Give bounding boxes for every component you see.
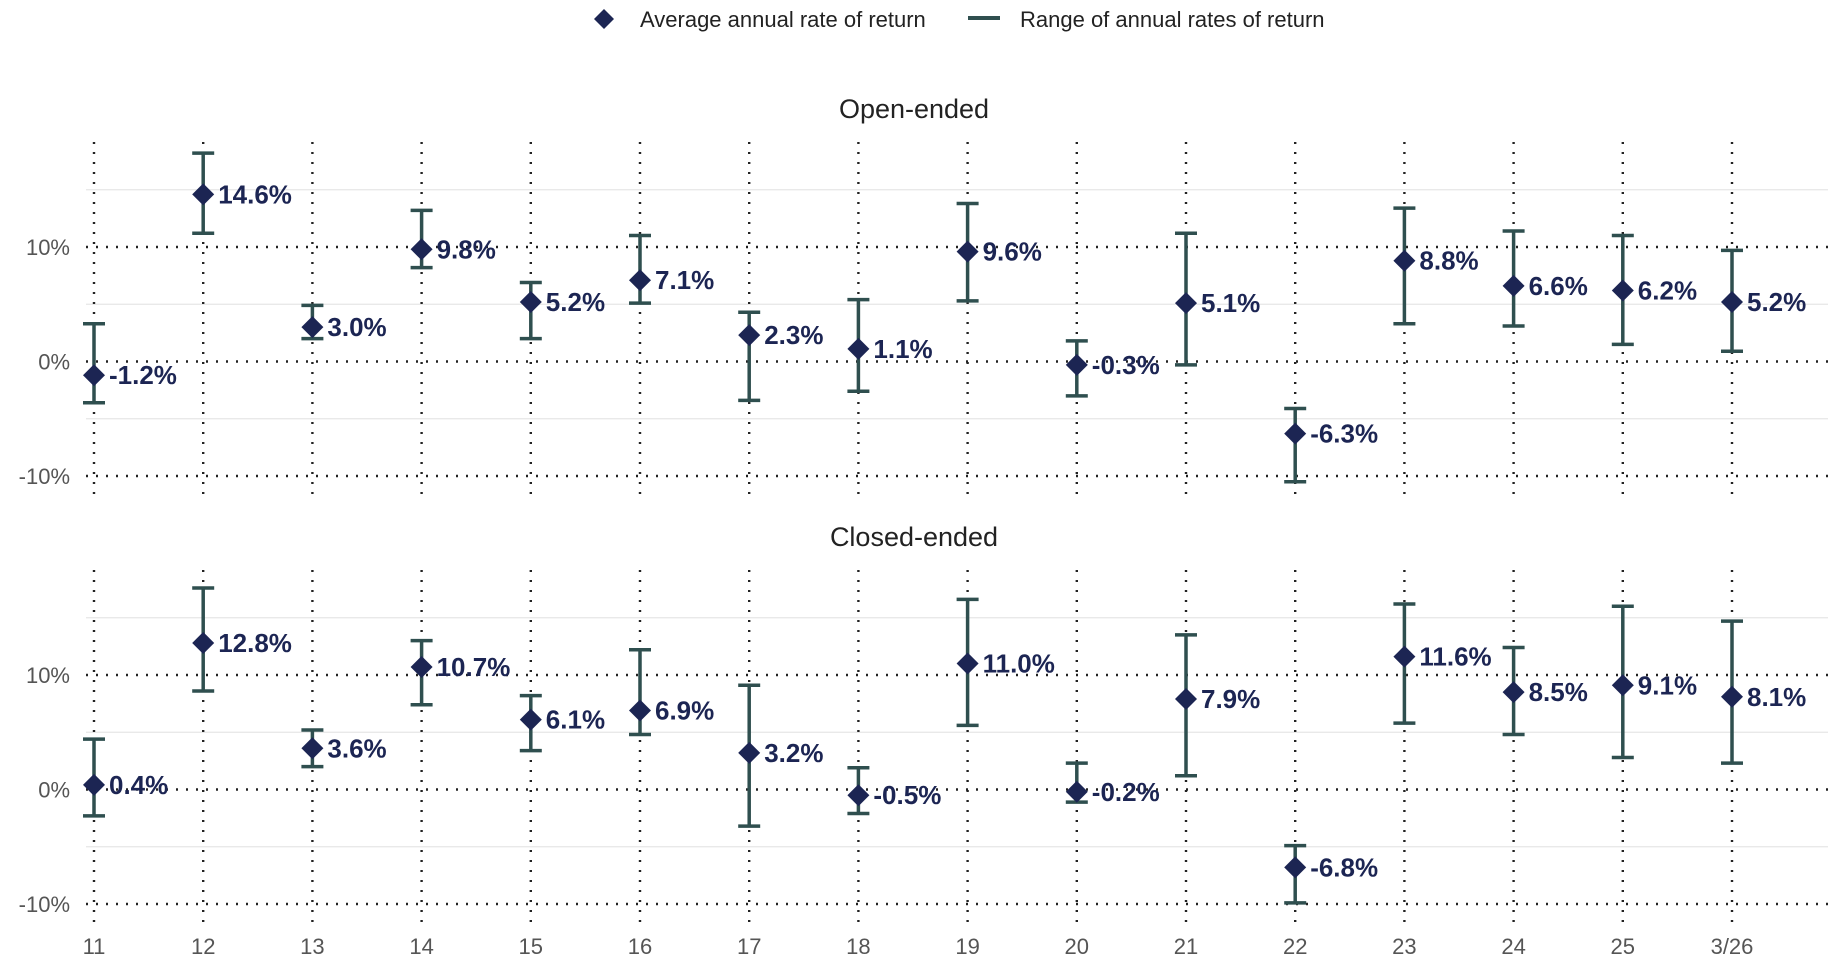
x-tick-label: 17 xyxy=(737,934,761,959)
data-label: 5.1% xyxy=(1201,288,1260,318)
data-label: 3.2% xyxy=(764,738,823,768)
data-label: 7.1% xyxy=(655,265,714,295)
avg-marker xyxy=(1502,274,1525,297)
data-label: -0.5% xyxy=(873,780,941,810)
legend-range-label: Range of annual rates of return xyxy=(1020,7,1325,32)
avg-marker xyxy=(519,290,542,313)
panel-1: Closed-ended 10% 0% -10% 0.4% 12.8% 3.6% 10.7% 6… xyxy=(19,522,1828,959)
data-label: -6.8% xyxy=(1310,852,1378,882)
x-tick-label: 22 xyxy=(1283,934,1307,959)
avg-marker xyxy=(1502,681,1525,704)
avg-marker xyxy=(956,652,979,675)
data-label: 9.1% xyxy=(1638,670,1697,700)
avg-marker xyxy=(738,324,761,347)
avg-marker xyxy=(1065,353,1088,376)
avg-marker xyxy=(1393,645,1416,668)
avg-marker xyxy=(629,269,651,292)
data-label: 6.1% xyxy=(546,705,605,735)
avg-marker xyxy=(1611,279,1634,302)
panel-title: Closed-ended xyxy=(830,522,998,552)
data-label: 6.2% xyxy=(1638,276,1697,306)
data-label: 0.4% xyxy=(109,770,168,800)
data-label: 8.5% xyxy=(1529,677,1588,707)
x-tick-label: 19 xyxy=(955,934,979,959)
y-tick-label: 10% xyxy=(26,235,70,260)
x-tick-label: 25 xyxy=(1611,934,1635,959)
avg-marker xyxy=(1175,688,1197,711)
x-tick-label: 12 xyxy=(191,934,215,959)
x-tick-label: 14 xyxy=(409,934,433,959)
legend-avg-label: Average annual rate of return xyxy=(640,7,926,32)
avg-marker xyxy=(192,631,215,654)
legend-avg-marker-icon xyxy=(594,9,614,29)
data-label: 2.3% xyxy=(764,320,823,350)
data-label: 11.6% xyxy=(1419,642,1491,672)
x-tick-label: 21 xyxy=(1174,934,1198,959)
y-tick-label: 0% xyxy=(38,350,70,375)
data-label: 6.9% xyxy=(655,695,714,725)
legend: Average annual rate of return Range of a… xyxy=(594,7,1325,32)
y-tick-label: -10% xyxy=(19,892,70,917)
avg-marker xyxy=(83,364,105,387)
data-label: 8.8% xyxy=(1419,246,1478,276)
range-bar xyxy=(1284,406,1307,484)
x-tick-label: 11 xyxy=(83,934,106,959)
avg-marker xyxy=(1065,780,1088,803)
y-tick-label: 10% xyxy=(26,663,70,688)
avg-marker xyxy=(1721,685,1743,708)
avg-marker xyxy=(83,773,105,796)
data-label: 1.1% xyxy=(873,334,932,364)
x-tick-label: 13 xyxy=(300,934,324,959)
avg-marker xyxy=(847,784,870,807)
data-label: 11.0% xyxy=(983,649,1055,679)
y-tick-label: -10% xyxy=(19,464,70,489)
x-tick-label: 15 xyxy=(519,934,543,959)
panel-title: Open-ended xyxy=(839,94,989,124)
data-label: 6.6% xyxy=(1529,271,1588,301)
avg-marker xyxy=(519,708,542,731)
avg-marker xyxy=(1611,674,1634,697)
data-label: 10.7% xyxy=(437,652,511,682)
data-label: 7.9% xyxy=(1201,684,1260,714)
data-label: 8.1% xyxy=(1747,682,1806,712)
data-label: -6.3% xyxy=(1310,419,1378,449)
avg-marker xyxy=(1721,290,1743,313)
data-label: 14.6% xyxy=(218,179,292,209)
avg-marker xyxy=(410,238,433,261)
data-label: 9.6% xyxy=(983,237,1042,267)
data-label: 12.8% xyxy=(218,628,292,658)
x-tick-label: 23 xyxy=(1392,934,1416,959)
data-label: 3.0% xyxy=(327,312,386,342)
panel-0: Open-ended 10% 0% -10% -1.2% 14.6% 3.0% 9.8% 5.2… xyxy=(19,94,1828,495)
range-bar xyxy=(83,321,105,405)
x-tick-label: 3/26 xyxy=(1711,934,1754,959)
avg-marker xyxy=(847,337,870,360)
avg-marker xyxy=(1175,292,1197,315)
data-label: 3.6% xyxy=(327,733,386,763)
x-tick-label: 24 xyxy=(1501,934,1525,959)
data-label: -0.2% xyxy=(1092,777,1160,807)
x-tick-label: 20 xyxy=(1065,934,1089,959)
avg-marker xyxy=(410,655,433,678)
chart-panels: Open-ended 10% 0% -10% -1.2% 14.6% 3.0% 9.8% 5.2… xyxy=(19,94,1828,959)
data-label: 5.2% xyxy=(546,287,605,317)
data-label: 5.2% xyxy=(1747,287,1806,317)
avg-marker xyxy=(956,240,979,263)
avg-marker xyxy=(629,699,651,722)
x-tick-label: 16 xyxy=(628,934,652,959)
avg-marker xyxy=(301,316,324,339)
avg-marker xyxy=(1284,422,1307,445)
avg-marker xyxy=(301,737,324,760)
data-label: -1.2% xyxy=(109,360,177,390)
data-label: 9.8% xyxy=(437,234,496,264)
x-tick-label: 18 xyxy=(846,934,870,959)
avg-marker xyxy=(738,741,761,764)
avg-marker xyxy=(192,183,215,206)
range-bar xyxy=(629,648,651,737)
data-label: -0.3% xyxy=(1092,350,1160,380)
avg-marker xyxy=(1393,249,1416,272)
y-tick-label: 0% xyxy=(38,778,70,803)
avg-marker xyxy=(1284,856,1307,879)
